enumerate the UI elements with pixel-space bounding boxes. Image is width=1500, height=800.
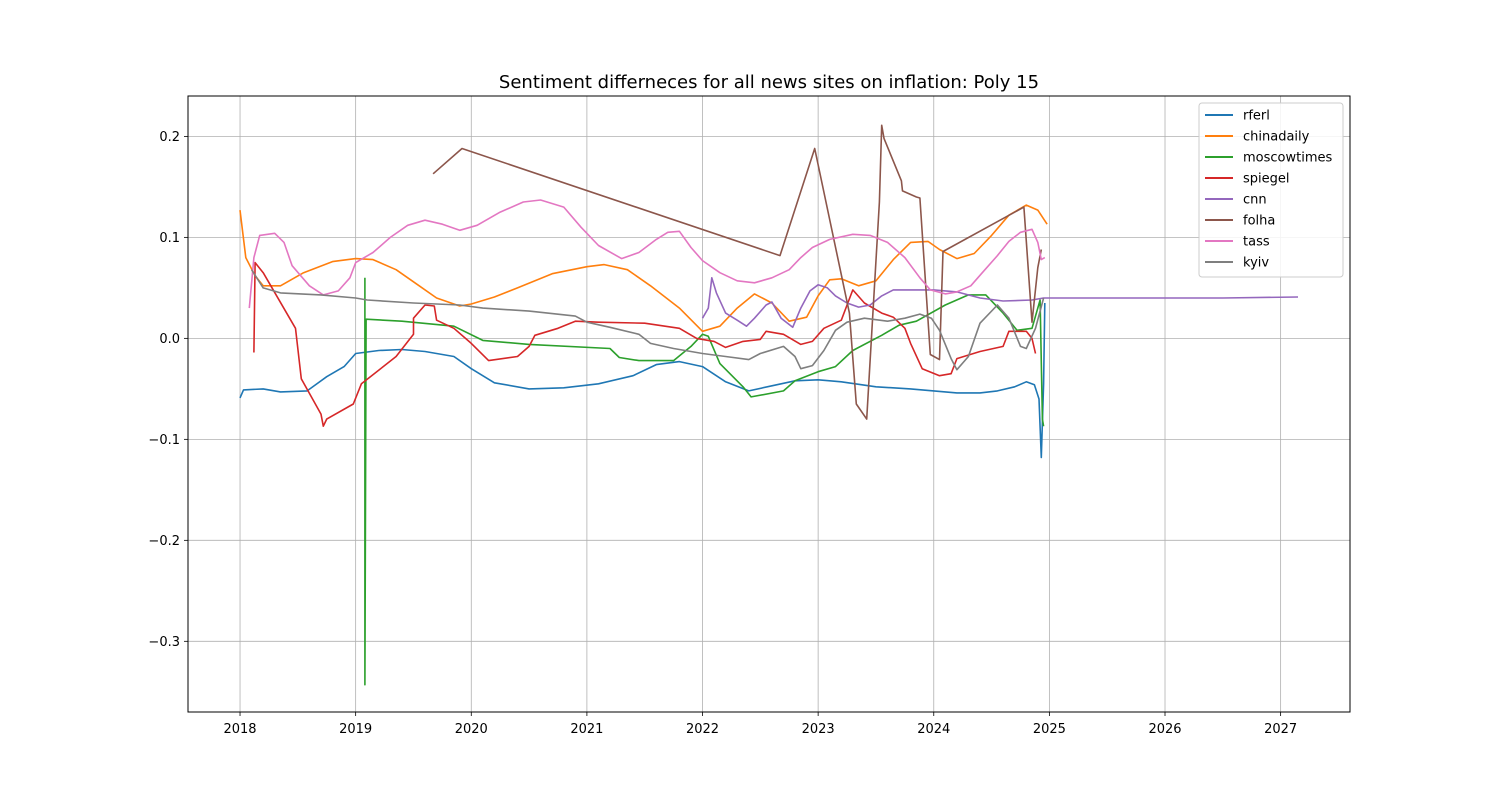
x-tick-label: 2025 xyxy=(1033,722,1066,737)
x-tick-label: 2027 xyxy=(1264,722,1297,737)
y-tick-label: −0.3 xyxy=(148,635,180,650)
x-tick-label: 2024 xyxy=(917,722,950,737)
series-line-kyiv xyxy=(250,269,1045,371)
series-line-folha xyxy=(432,124,1043,420)
legend-label-spiegel: spiegel xyxy=(1243,172,1290,187)
x-tick-label: 2022 xyxy=(686,722,719,737)
y-axis: −0.3 −0.2 −0.1 0.0 0.1 0.2 xyxy=(148,130,188,650)
legend-label-cnn: cnn xyxy=(1243,193,1267,208)
y-tick-label: 0.2 xyxy=(159,130,180,145)
x-tick-label: 2020 xyxy=(455,722,488,737)
y-tick-label: −0.2 xyxy=(148,534,180,549)
series-line-moscowtimes xyxy=(364,277,1045,686)
grid xyxy=(188,96,1350,712)
x-tick-label: 2023 xyxy=(802,722,835,737)
x-axis: 2018 2019 2020 2021 2022 2023 2024 2025 2026 2027 xyxy=(223,712,1297,737)
legend-label-chinadaily: chinadaily xyxy=(1243,130,1310,145)
y-tick-label: 0.0 xyxy=(159,332,180,347)
x-tick-label: 2026 xyxy=(1148,722,1181,737)
y-tick-label: 0.1 xyxy=(159,231,180,246)
series-line-tass xyxy=(248,199,1046,309)
x-tick-label: 2019 xyxy=(339,722,372,737)
legend-label-folha: folha xyxy=(1243,214,1275,229)
x-tick-label: 2021 xyxy=(570,722,603,737)
plot-frame xyxy=(187,95,1351,713)
y-tick-label: −0.1 xyxy=(148,433,180,448)
x-tick-label: 2018 xyxy=(223,722,256,737)
series-line-cnn xyxy=(701,276,1299,329)
legend-box xyxy=(1198,102,1344,278)
series-line-spiegel xyxy=(253,261,1037,428)
series-line-rferl xyxy=(239,302,1046,459)
legend-label-kyiv: kyiv xyxy=(1243,256,1269,271)
chart-title: Sentiment differneces for all news sites… xyxy=(499,72,1039,93)
legend-label-rferl: rferl xyxy=(1243,109,1270,124)
legend: rferl chinadaily moscowtimes spiegel cnn folh… xyxy=(1198,102,1344,278)
legend-label-tass: tass xyxy=(1243,235,1270,250)
series-layer xyxy=(239,124,1299,686)
legend-label-moscowtimes: moscowtimes xyxy=(1243,151,1332,166)
